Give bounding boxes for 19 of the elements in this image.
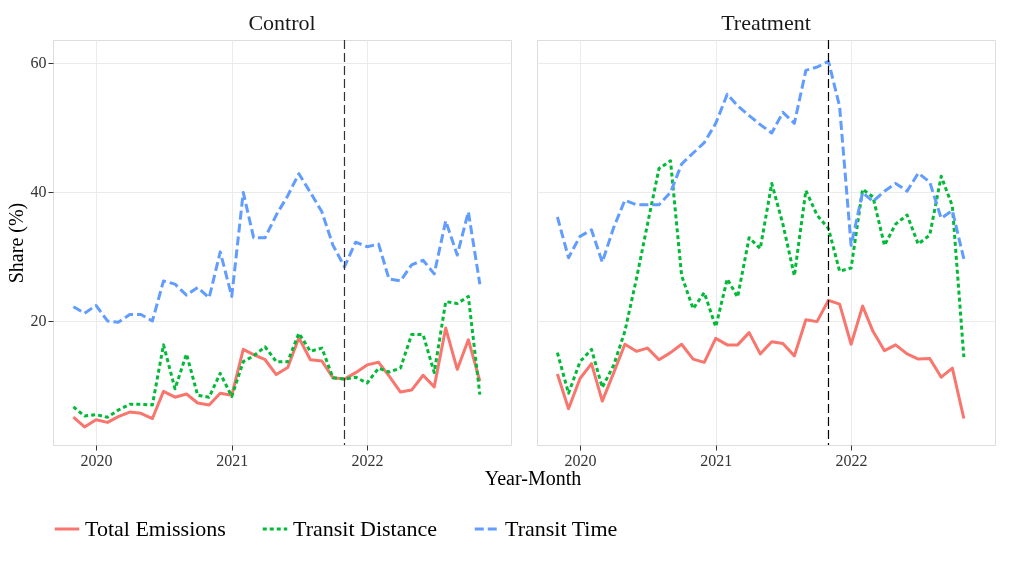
legend-label: Transit Time — [505, 516, 618, 541]
y-tick-label: 40 — [30, 183, 47, 201]
y-tick-label: 60 — [30, 54, 47, 72]
x-tick-label: 2020 — [564, 451, 597, 469]
y-axis-title: Share (%) — [4, 202, 28, 284]
line-series — [71, 326, 482, 429]
x-tick-label: 2022 — [835, 451, 868, 469]
chart-title: Control — [248, 10, 316, 35]
x-tick-label: 2020 — [80, 451, 113, 469]
x-tick-label: 2021 — [700, 451, 733, 469]
legend-label: Total Emissions — [85, 516, 226, 541]
chart-title: Treatment — [721, 10, 811, 35]
x-tick-label: 2021 — [216, 451, 249, 469]
line-series — [71, 172, 482, 324]
x-axis-title: Year-Month — [484, 467, 582, 489]
line-series — [71, 294, 482, 419]
x-tick-label: 2022 — [351, 451, 384, 469]
y-tick-label: 20 — [30, 312, 47, 330]
legend-label: Transit Distance — [293, 516, 438, 541]
